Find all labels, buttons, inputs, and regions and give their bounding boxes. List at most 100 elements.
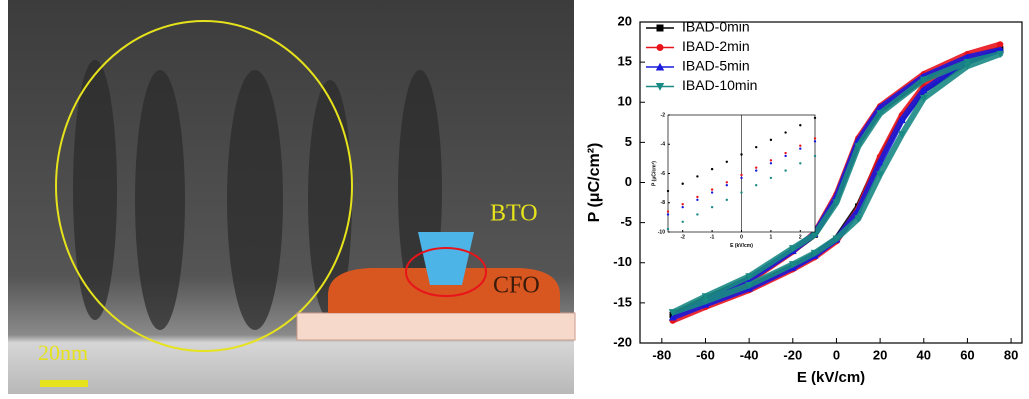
marker bbox=[996, 41, 1004, 48]
legend-label: IBAD-2min bbox=[682, 38, 750, 54]
marker bbox=[755, 166, 758, 169]
series-line bbox=[671, 51, 1004, 316]
marker bbox=[740, 153, 743, 156]
marker bbox=[876, 110, 884, 118]
marker bbox=[725, 184, 728, 187]
marker bbox=[784, 154, 787, 158]
x-tick-label: -80 bbox=[652, 347, 671, 362]
bto-label: BTO bbox=[490, 201, 538, 227]
interface-ellipse bbox=[405, 247, 487, 297]
marker bbox=[745, 273, 753, 281]
y-tick-label: -6 bbox=[661, 171, 666, 177]
x-tick-label: -20 bbox=[783, 347, 802, 362]
scale-bar bbox=[40, 380, 88, 387]
marker bbox=[755, 184, 758, 187]
marker bbox=[725, 181, 728, 184]
cfo-label: CFO bbox=[493, 273, 540, 299]
marker bbox=[810, 249, 819, 257]
marker bbox=[666, 210, 670, 213]
marker bbox=[668, 313, 677, 321]
marker bbox=[963, 58, 972, 66]
x-tick-label: -40 bbox=[740, 347, 759, 362]
legend-label: IBAD-0min bbox=[682, 19, 750, 35]
marker bbox=[799, 147, 802, 150]
y-tick-label: 15 bbox=[618, 54, 632, 69]
marker bbox=[784, 131, 787, 134]
marker bbox=[919, 76, 928, 84]
marker bbox=[656, 44, 664, 51]
marker bbox=[813, 116, 817, 120]
y-tick-label: -10 bbox=[658, 229, 665, 235]
marker bbox=[784, 151, 787, 155]
marker bbox=[876, 171, 884, 179]
x-tick-label: 60 bbox=[960, 347, 974, 362]
marker bbox=[666, 189, 670, 193]
marker bbox=[740, 173, 743, 177]
marker bbox=[813, 154, 817, 158]
micrograph: BTO CFO 20nm bbox=[8, 0, 576, 394]
marker bbox=[710, 205, 714, 209]
marker bbox=[755, 145, 758, 149]
y-axis-label: P (μC/cm²) bbox=[651, 161, 657, 186]
x-tick-label: -2 bbox=[680, 234, 685, 240]
marker bbox=[854, 143, 863, 151]
marker bbox=[854, 215, 863, 223]
marker bbox=[799, 144, 802, 147]
marker bbox=[755, 169, 758, 172]
scale-bar-label: 20nm bbox=[38, 340, 88, 365]
marker bbox=[710, 188, 714, 191]
marker bbox=[710, 167, 714, 171]
marker bbox=[898, 116, 906, 124]
x-tick-label: -60 bbox=[696, 347, 715, 362]
marker bbox=[696, 195, 699, 199]
marker bbox=[898, 131, 906, 139]
marker bbox=[681, 220, 684, 223]
y-tick-label: 0 bbox=[625, 174, 632, 189]
marker bbox=[696, 213, 699, 216]
marker bbox=[919, 86, 928, 94]
x-tick-label: 20 bbox=[873, 347, 887, 362]
x-tick-label: -1 bbox=[710, 234, 715, 240]
marker bbox=[813, 137, 817, 140]
marker bbox=[784, 169, 787, 172]
marker bbox=[963, 62, 972, 70]
bto-pillar bbox=[418, 232, 474, 285]
y-tick-label: -2 bbox=[661, 112, 666, 118]
marker bbox=[769, 159, 773, 162]
marker bbox=[725, 198, 728, 202]
marker bbox=[696, 198, 699, 202]
marker bbox=[681, 182, 684, 185]
x-tick-label: 0 bbox=[833, 347, 840, 362]
marker bbox=[655, 83, 665, 91]
marker bbox=[769, 138, 773, 142]
y-axis-label: P (μC/cm²) bbox=[586, 143, 603, 223]
marker bbox=[788, 261, 797, 269]
marker bbox=[656, 24, 664, 32]
marker bbox=[788, 245, 797, 253]
x-tick-label: 1 bbox=[770, 234, 773, 240]
y-tick-label: 10 bbox=[618, 94, 632, 109]
legend-label: IBAD-5min bbox=[682, 58, 750, 74]
marker bbox=[681, 205, 684, 209]
marker bbox=[666, 213, 670, 216]
marker bbox=[681, 203, 684, 206]
highlight-ellipse bbox=[55, 20, 353, 352]
marker bbox=[745, 282, 753, 290]
x-tick-label: 80 bbox=[1004, 347, 1018, 362]
marker bbox=[666, 227, 670, 231]
marker bbox=[710, 191, 714, 194]
y-tick-label: -20 bbox=[613, 334, 632, 349]
marker bbox=[668, 309, 677, 317]
marker bbox=[655, 62, 665, 71]
y-tick-label: -8 bbox=[661, 200, 666, 206]
marker bbox=[996, 50, 1005, 58]
y-tick-label: -15 bbox=[613, 294, 632, 309]
marker bbox=[799, 162, 802, 165]
marker bbox=[769, 176, 773, 180]
y-tick-label: -4 bbox=[661, 142, 666, 148]
y-tick-label: -10 bbox=[613, 254, 632, 269]
x-tick-label: 40 bbox=[917, 347, 931, 362]
marker bbox=[701, 293, 710, 301]
marker bbox=[832, 199, 841, 207]
